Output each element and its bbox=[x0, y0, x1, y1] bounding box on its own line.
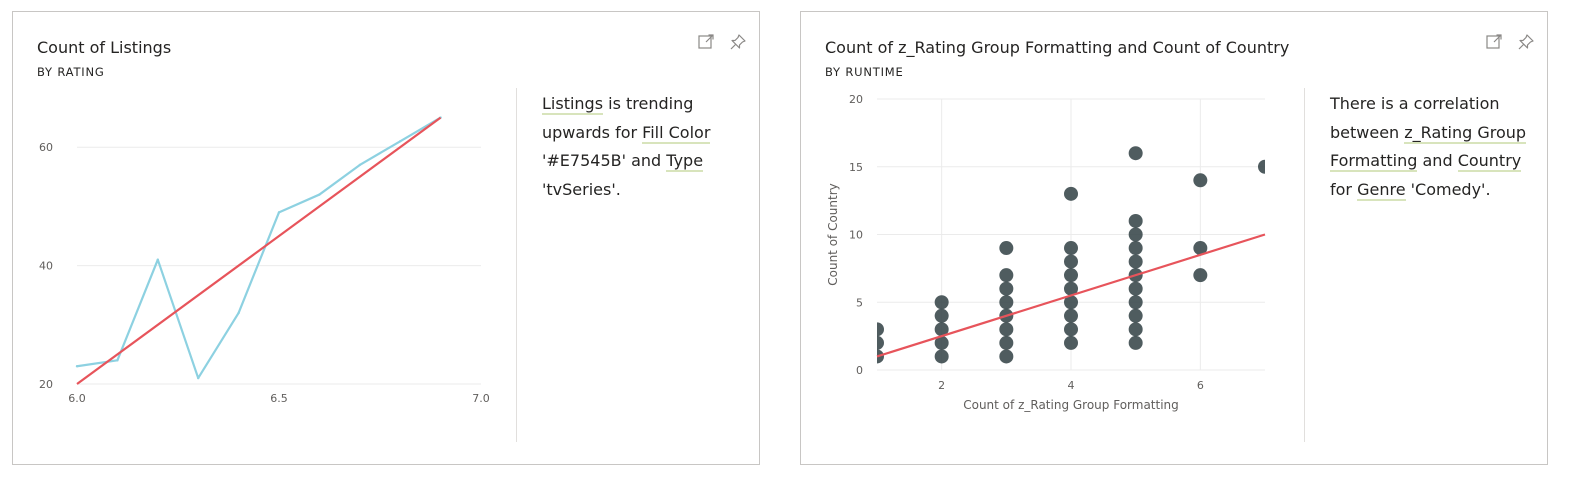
listings-card: Count of Listings BY RATING 20 40 60 6.0 6.5… bbox=[12, 11, 760, 465]
data-point bbox=[1064, 308, 1078, 323]
data-point bbox=[156, 258, 159, 261]
x-tick-label: 7.0 bbox=[472, 392, 490, 405]
data-point bbox=[999, 281, 1014, 296]
points-group bbox=[877, 146, 1265, 364]
narrative-text: is trending upwards for bbox=[542, 94, 694, 142]
data-point bbox=[1128, 213, 1143, 228]
data-point bbox=[1128, 227, 1143, 242]
narrative-field-link[interactable]: Genre bbox=[1357, 179, 1406, 201]
data-point bbox=[934, 349, 949, 364]
y-tick-label: 20 bbox=[39, 378, 53, 391]
narrative-field-link[interactable]: Fill Color bbox=[642, 122, 711, 144]
y-tick-label: 5 bbox=[856, 296, 863, 309]
x-tick-label: 2 bbox=[938, 379, 945, 392]
listings-line-chart: 20 40 60 6.0 6.5 7.0 bbox=[39, 116, 490, 405]
expand-icon[interactable] bbox=[697, 33, 715, 51]
pin-icon[interactable] bbox=[729, 33, 747, 51]
data-point bbox=[1258, 159, 1265, 174]
card-title: Count of Listings bbox=[37, 38, 172, 57]
divider bbox=[1304, 88, 1305, 442]
data-point bbox=[277, 211, 281, 214]
data-point bbox=[318, 193, 321, 196]
x-tick-label: 6 bbox=[1197, 379, 1204, 392]
correlation-card: Count of z_Rating Group Formatting and C… bbox=[800, 11, 1548, 465]
card-subtitle: BY RUNTIME bbox=[825, 65, 904, 79]
narrative-text: 'tvSeries'. bbox=[542, 179, 621, 199]
trend-line bbox=[876, 233, 1266, 358]
narrative-text: There is a correlation between bbox=[1330, 94, 1500, 142]
data-point bbox=[877, 335, 884, 350]
data-point bbox=[1064, 254, 1078, 269]
data-point bbox=[1064, 186, 1078, 201]
data-point bbox=[1193, 241, 1208, 256]
card-subtitle: BY RATING bbox=[37, 65, 105, 79]
data-point bbox=[1193, 173, 1208, 188]
data-point bbox=[1064, 268, 1078, 283]
narrative-field-link[interactable]: z_Rating Group Formatting bbox=[1330, 122, 1527, 172]
data-point bbox=[1064, 281, 1078, 296]
data-point bbox=[999, 295, 1014, 310]
narrative-field-link[interactable]: Country bbox=[1457, 151, 1522, 172]
x-axis-title: Count of z_Rating Group Formatting bbox=[963, 398, 1179, 412]
data-point bbox=[358, 163, 361, 167]
data-point bbox=[1128, 335, 1143, 350]
smart-narrative: There is a correlation between z_Rating … bbox=[1330, 90, 1530, 204]
data-point bbox=[1064, 322, 1078, 337]
card-title: Count of z_Rating Group Formatting and C… bbox=[825, 38, 1290, 57]
y-tick-label: 20 bbox=[849, 93, 863, 106]
correlation-scatter-chart: 0 5 10 15 20 2 4 6 Count of z_Rating Group Forma… bbox=[826, 93, 1266, 412]
data-point bbox=[1128, 241, 1143, 256]
x-tick-label: 4 bbox=[1068, 379, 1075, 392]
data-point bbox=[197, 376, 200, 380]
data-point bbox=[1128, 146, 1143, 161]
y-tick-label: 10 bbox=[849, 229, 863, 242]
divider bbox=[516, 88, 517, 442]
y-axis-title: Count of Country bbox=[826, 183, 840, 286]
data-point bbox=[999, 241, 1014, 256]
data-point bbox=[1128, 322, 1143, 337]
x-tick-label: 6.0 bbox=[68, 392, 86, 405]
narrative-field-link[interactable]: Type bbox=[666, 151, 704, 172]
narrative-text: 'Comedy'. bbox=[1405, 179, 1491, 199]
narrative-text: for bbox=[1330, 179, 1358, 199]
data-point bbox=[934, 308, 949, 323]
data-point bbox=[934, 335, 949, 350]
data-point bbox=[934, 295, 949, 310]
data-point bbox=[999, 268, 1014, 283]
narrative-field-link[interactable]: Listings bbox=[542, 94, 604, 115]
data-point bbox=[1064, 335, 1078, 350]
data-point bbox=[934, 322, 949, 337]
smart-narrative: Listings is trending upwards for Fill Co… bbox=[542, 90, 742, 204]
trend-line bbox=[76, 116, 442, 385]
series-line bbox=[76, 116, 442, 380]
narrative-text: and bbox=[1417, 151, 1458, 170]
x-tick-label: 6.5 bbox=[270, 392, 288, 405]
narrative-text: '#E7545B' and bbox=[542, 151, 667, 170]
data-point bbox=[1128, 308, 1143, 323]
data-point bbox=[1128, 295, 1143, 310]
data-point bbox=[1128, 281, 1143, 296]
data-point bbox=[877, 322, 884, 337]
data-point bbox=[1064, 295, 1078, 310]
data-point bbox=[999, 349, 1014, 364]
pin-icon[interactable] bbox=[1517, 33, 1535, 51]
data-point bbox=[399, 140, 402, 143]
data-point bbox=[1128, 254, 1143, 269]
data-point bbox=[237, 311, 240, 315]
data-point bbox=[116, 359, 119, 362]
expand-icon[interactable] bbox=[1485, 33, 1503, 51]
data-point bbox=[999, 322, 1014, 337]
y-tick-label: 15 bbox=[849, 161, 863, 174]
y-tick-label: 40 bbox=[39, 260, 53, 273]
y-tick-label: 60 bbox=[39, 141, 53, 154]
data-point bbox=[1064, 241, 1078, 256]
data-point bbox=[75, 365, 79, 368]
data-point bbox=[999, 335, 1014, 350]
data-point bbox=[1193, 268, 1208, 283]
y-tick-label: 0 bbox=[856, 364, 863, 377]
